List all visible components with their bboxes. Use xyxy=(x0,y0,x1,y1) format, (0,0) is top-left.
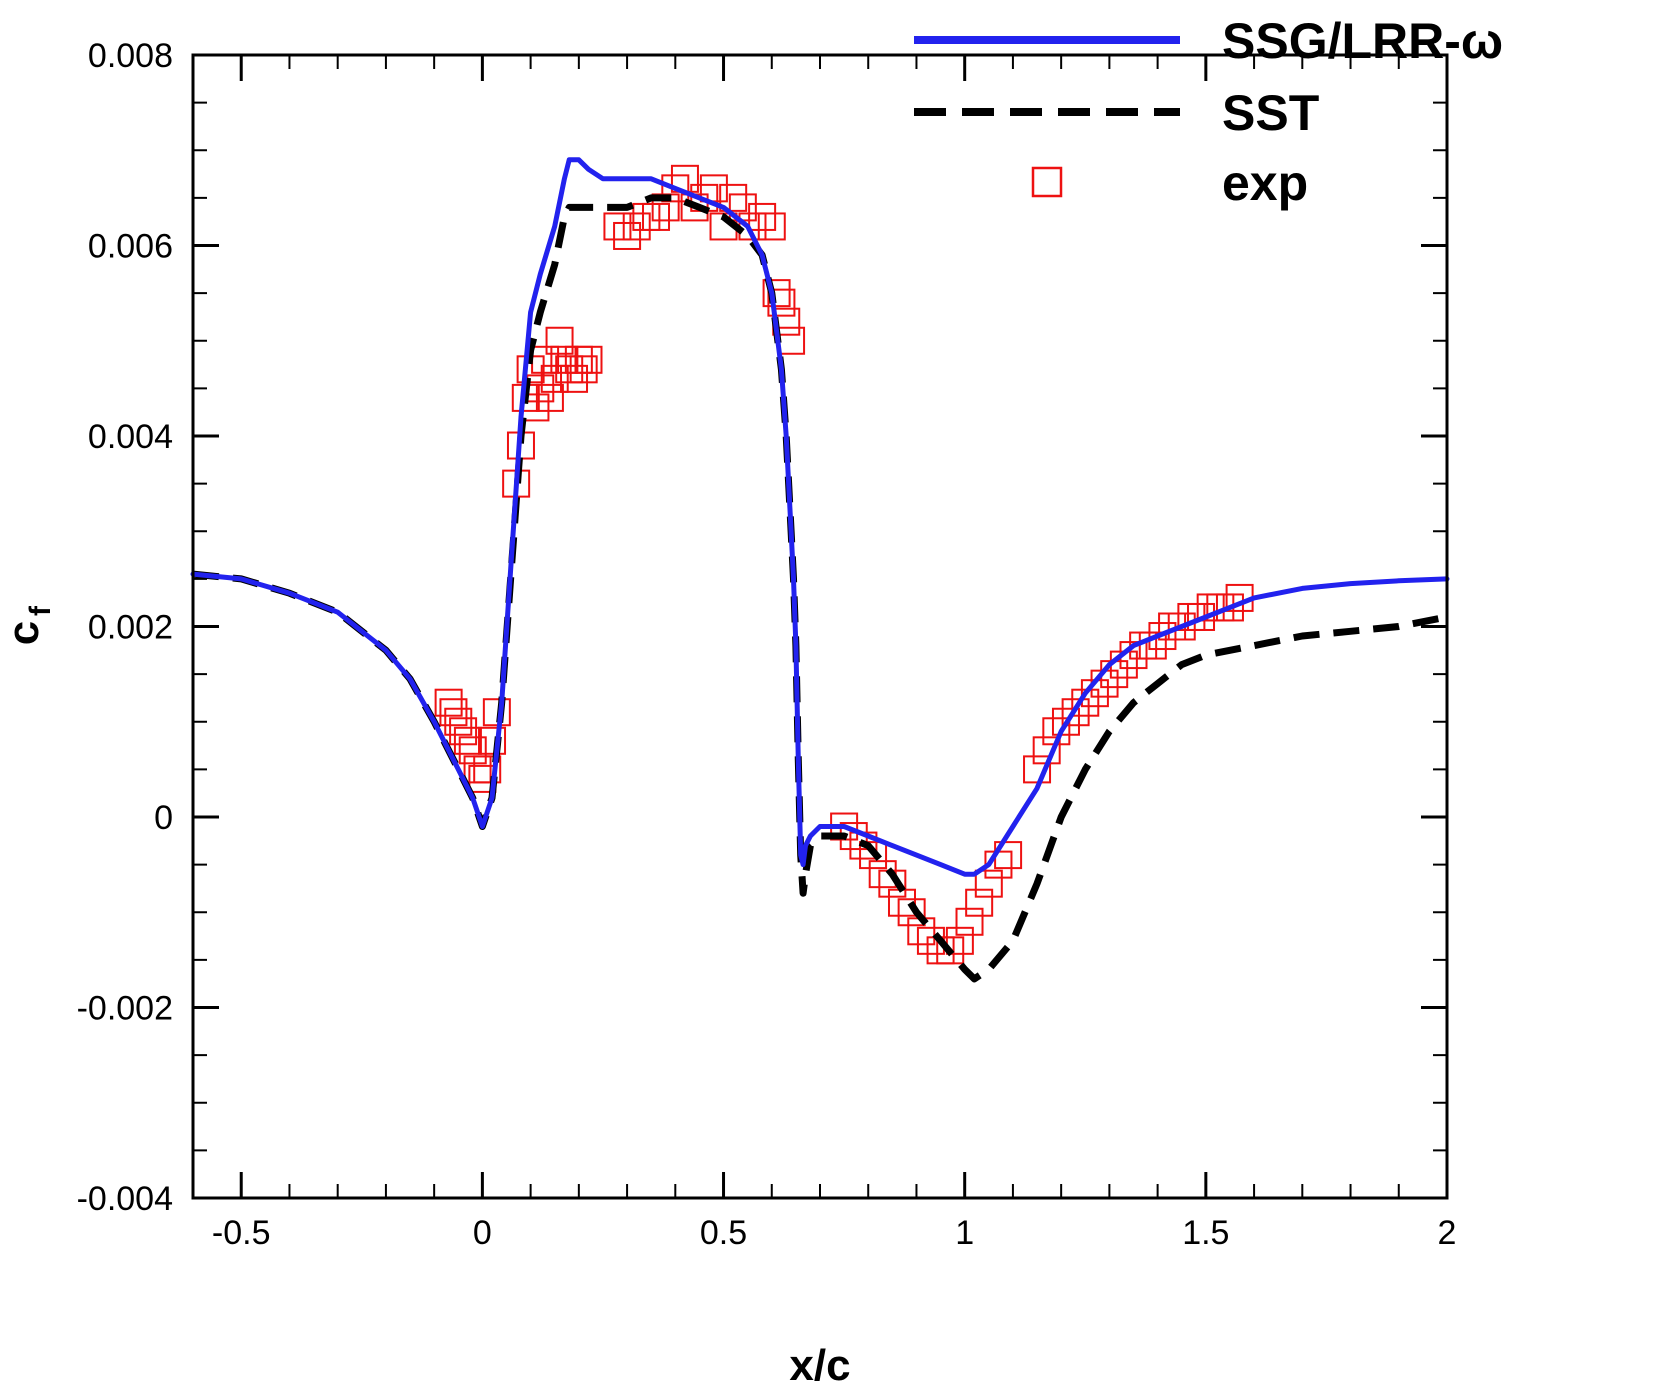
tick-labels: -0.5 0 0.5 1 1.5 2 -0.004 -0.002 0 0.002 0.004 0.00… xyxy=(77,37,1457,1252)
exp-marker xyxy=(936,936,965,965)
x-tick-label: 1.5 xyxy=(1182,1214,1229,1252)
exp-marker xyxy=(453,726,482,755)
exp-marker xyxy=(965,888,994,917)
exp-marker xyxy=(945,926,974,955)
exp-marker xyxy=(613,221,642,250)
exp-marker xyxy=(531,345,560,374)
exp-marker xyxy=(1061,698,1090,727)
exp-marker xyxy=(1187,602,1216,631)
exp-marker xyxy=(1100,660,1129,689)
exp-marker xyxy=(444,707,473,736)
exp-marker xyxy=(1167,612,1196,641)
exp-marker xyxy=(550,345,579,374)
y-tick-label: -0.002 xyxy=(77,990,173,1028)
exp-marker xyxy=(458,736,487,765)
series-sst-line xyxy=(192,194,1448,983)
exp-marker xyxy=(897,898,926,927)
exp-marker xyxy=(1148,622,1177,651)
exp-marker xyxy=(540,364,569,393)
y-tick-label: 0 xyxy=(154,799,173,837)
exp-marker xyxy=(1051,707,1080,736)
exp-marker xyxy=(757,212,786,241)
exp-marker xyxy=(719,183,748,212)
exp-marker xyxy=(545,326,574,355)
y-tick-label: -0.004 xyxy=(77,1180,173,1218)
exp-marker xyxy=(859,841,888,870)
exp-marker xyxy=(603,212,632,241)
tick-marks xyxy=(192,53,1449,1200)
y-tick-label: 0.002 xyxy=(88,609,173,647)
exp-marker xyxy=(661,174,690,203)
plot-area xyxy=(190,157,1450,983)
exp-marker xyxy=(449,717,478,746)
exp-marker xyxy=(574,345,603,374)
exp-marker xyxy=(622,212,651,241)
x-tick-label: 0 xyxy=(473,1214,492,1252)
exp-marker xyxy=(955,907,984,936)
exp-marker xyxy=(482,698,511,727)
exp-marker xyxy=(535,383,564,412)
exp-marker xyxy=(569,355,598,384)
y-axis-title-main: c xyxy=(0,621,48,645)
exp-marker xyxy=(439,698,468,727)
y-tick-label: 0.006 xyxy=(88,228,173,266)
y-axis-title: c f xyxy=(0,605,57,645)
x-tick-label: 0.5 xyxy=(700,1214,747,1252)
legend-label-ssg: SSG/LRR-ω xyxy=(1222,13,1503,69)
y-tick-label: 0.008 xyxy=(88,37,173,75)
exp-marker xyxy=(1215,593,1244,622)
legend-label-sst: SST xyxy=(1222,85,1319,141)
legend-swatch-exp xyxy=(1031,166,1063,198)
exp-marker xyxy=(478,726,507,755)
exp-marker xyxy=(632,202,661,231)
exp-marker xyxy=(974,869,1003,898)
x-tick-label: 1 xyxy=(955,1214,974,1252)
exp-marker xyxy=(748,202,777,231)
plot-frame xyxy=(191,53,1449,1200)
exp-marker xyxy=(473,755,502,784)
x-axis-title: x/c xyxy=(789,1341,850,1390)
y-axis-title-subscript: f xyxy=(24,605,57,616)
x-tick-label: -0.5 xyxy=(212,1214,271,1252)
x-tick-label: 2 xyxy=(1438,1214,1457,1252)
y-tick-label: 0.004 xyxy=(88,418,173,456)
exp-marker xyxy=(762,279,791,308)
exp-marker xyxy=(560,364,589,393)
series-ssg-line xyxy=(190,157,1450,877)
exp-marker xyxy=(642,202,671,231)
exp-marker xyxy=(434,688,463,717)
legend: SSG/LRR-ω SST exp xyxy=(914,13,1503,211)
exp-marker xyxy=(555,355,584,384)
legend-label-exp: exp xyxy=(1222,155,1308,211)
exp-marker xyxy=(767,288,796,317)
